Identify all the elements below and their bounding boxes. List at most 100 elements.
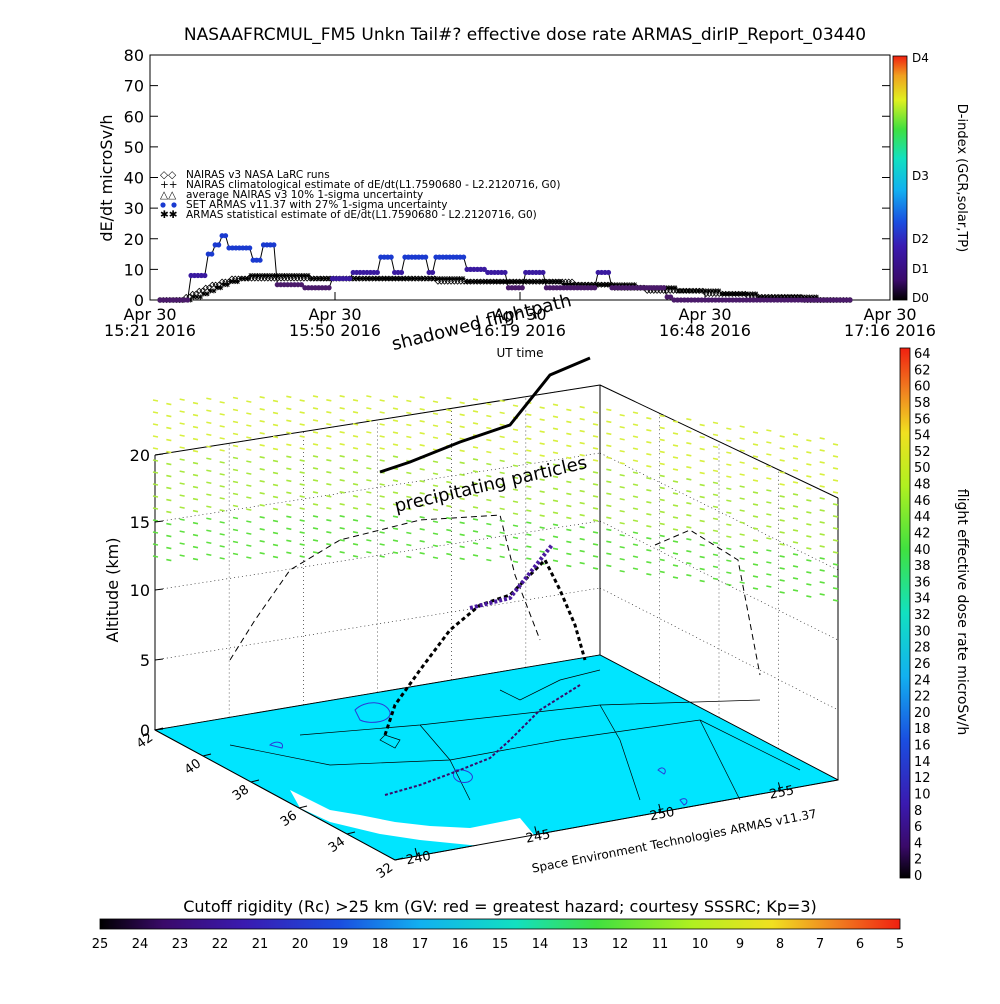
rc-tick-17: 8	[776, 937, 784, 952]
particle-445	[566, 540, 572, 544]
particle-493	[619, 449, 625, 453]
border-line-b	[299, 699, 761, 736]
dindex-colorbar-frame	[892, 55, 908, 301]
armas-stat-point-131	[598, 282, 604, 288]
particle-123	[259, 528, 265, 531]
particle-630	[752, 431, 759, 434]
particle-104	[246, 472, 252, 475]
particle-482	[606, 480, 612, 484]
particle-226	[366, 419, 372, 422]
armas-stat-point-86	[446, 276, 452, 282]
particle-631	[752, 443, 759, 446]
armas-stat-point-82	[433, 276, 439, 282]
particle-585	[699, 555, 705, 559]
particle-447	[566, 564, 572, 568]
particle-421	[552, 415, 559, 419]
armas-stat-point-195	[813, 294, 819, 300]
armas-stat-point-73	[403, 276, 409, 282]
dindex-tick-2: D2	[912, 232, 929, 246]
particle-581	[699, 507, 705, 511]
armas-stat-point-174	[743, 291, 749, 297]
particle-633	[752, 467, 759, 470]
particle-63	[206, 481, 212, 485]
particle-276	[406, 519, 412, 523]
armas-stat-point-161	[699, 288, 705, 294]
particle-594	[712, 493, 719, 497]
armas-stat-point-133	[605, 282, 611, 288]
particle-481	[606, 468, 612, 472]
armas-stat-point-74	[406, 276, 412, 282]
particle-14	[166, 402, 172, 406]
particle-86	[232, 420, 239, 424]
particle-89	[232, 456, 239, 460]
armas-stat-point-175	[746, 291, 752, 297]
particle-409	[539, 442, 545, 445]
particle-576	[699, 447, 705, 451]
armas-stat-point-159	[692, 288, 698, 294]
particle-286	[419, 468, 425, 471]
particle-397	[526, 461, 532, 464]
armas-stat-point-95	[477, 279, 483, 285]
altitude-axis: 0 5 10 15 20	[130, 446, 164, 740]
particle-274	[406, 495, 412, 499]
longitude-axis-line	[394, 779, 839, 861]
particle-304	[432, 520, 439, 524]
particle-58	[206, 421, 212, 425]
contour-a	[354, 702, 391, 723]
particle-724	[832, 563, 839, 566]
particle-19	[166, 462, 172, 466]
particle-142	[286, 419, 292, 423]
particle-98	[246, 400, 252, 403]
armas-stat-point-119	[558, 279, 564, 285]
nairas-point-126	[568, 278, 576, 285]
armas-stat-point-22	[231, 279, 237, 285]
particle-162	[299, 495, 305, 498]
particle-488	[606, 552, 612, 556]
armas-stat-point-59	[356, 276, 362, 282]
dindex-tick-0: D0	[912, 291, 929, 305]
rc-tick-20: 5	[896, 937, 904, 952]
particle-382	[512, 452, 519, 456]
particle-18	[166, 450, 172, 454]
particle-278	[406, 543, 412, 547]
particle-21	[166, 486, 172, 490]
particle-323	[459, 413, 465, 417]
dose-tick-7: 14	[914, 755, 931, 770]
particle-623	[739, 509, 745, 512]
particle-555	[672, 528, 679, 531]
particle-592	[712, 469, 719, 473]
particle-637	[752, 515, 759, 518]
particle-723	[832, 551, 839, 554]
particle-622	[739, 497, 745, 500]
particle-436	[566, 432, 572, 436]
armas-stat-point-87	[450, 276, 456, 282]
particle-38	[179, 518, 185, 521]
particle-224	[366, 395, 372, 398]
particle-346	[472, 518, 479, 521]
y-tick-label-2: 20	[124, 230, 144, 249]
z-tick-label-2: 10	[130, 581, 150, 600]
armas-stat-point-36	[278, 273, 284, 278]
particle-534	[659, 438, 665, 442]
floor-map-borders	[229, 669, 801, 801]
particle-239	[379, 411, 385, 414]
particle-722	[832, 539, 839, 542]
armas-stat-point-104	[507, 279, 513, 285]
particle-220	[352, 519, 359, 522]
particle-498	[619, 509, 625, 513]
particle-327	[459, 461, 465, 465]
particle-28	[179, 398, 185, 401]
particle-290	[419, 516, 425, 519]
dose-tick-15: 30	[914, 624, 931, 639]
rc-colorbar-label: Cutoff rigidity (Rc) >25 km (GV: red = g…	[183, 897, 817, 916]
particle-356	[486, 474, 492, 478]
particle-82	[219, 545, 225, 548]
particle-110	[246, 544, 252, 547]
latitude-axis-line	[154, 729, 396, 861]
x-tick-label-bottom-2: 16:19 2016	[474, 321, 566, 340]
particle-469	[592, 495, 599, 498]
armas-stat-point-64	[372, 276, 378, 282]
particle-449	[579, 417, 585, 421]
border-line-a	[229, 719, 801, 771]
armas-stat-point-114	[541, 279, 547, 285]
